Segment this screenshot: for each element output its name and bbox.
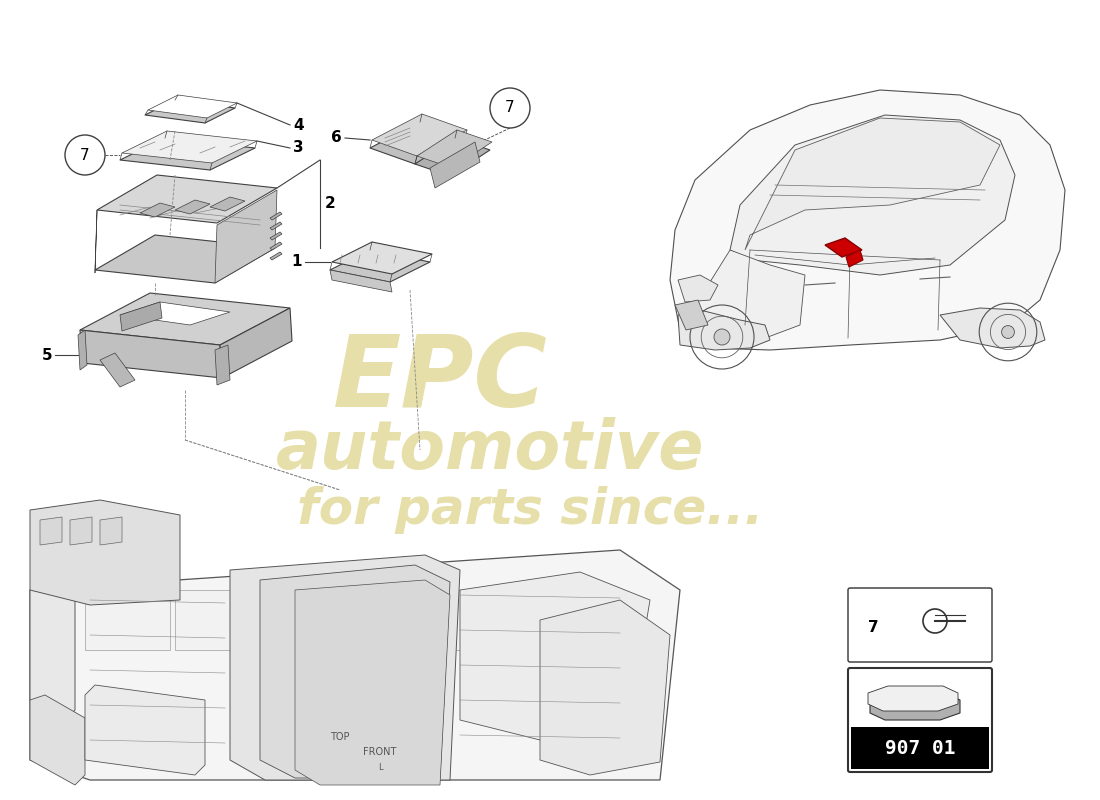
Polygon shape — [30, 550, 680, 780]
Polygon shape — [145, 100, 235, 123]
Polygon shape — [85, 685, 205, 775]
Polygon shape — [270, 242, 282, 250]
Polygon shape — [540, 600, 670, 775]
Polygon shape — [295, 580, 450, 785]
Polygon shape — [85, 590, 170, 650]
Polygon shape — [870, 693, 960, 720]
Text: 7: 7 — [868, 619, 879, 634]
Polygon shape — [446, 590, 530, 650]
Polygon shape — [214, 345, 230, 385]
Text: 1: 1 — [292, 254, 302, 270]
Polygon shape — [140, 203, 175, 217]
Text: 4: 4 — [293, 118, 304, 133]
Polygon shape — [270, 222, 282, 230]
Polygon shape — [70, 517, 92, 545]
FancyBboxPatch shape — [848, 588, 992, 662]
Polygon shape — [372, 114, 468, 156]
Text: TOP: TOP — [330, 732, 350, 742]
Text: 907 01: 907 01 — [884, 738, 955, 758]
Text: automotive: automotive — [276, 417, 704, 483]
Polygon shape — [30, 580, 75, 720]
Polygon shape — [230, 555, 460, 780]
Polygon shape — [535, 590, 620, 650]
Polygon shape — [95, 235, 275, 283]
Polygon shape — [120, 302, 162, 331]
Polygon shape — [270, 212, 282, 220]
Text: EPC: EPC — [332, 331, 548, 429]
Polygon shape — [30, 695, 85, 785]
Text: 2: 2 — [324, 197, 336, 211]
Text: 5: 5 — [42, 347, 52, 362]
Polygon shape — [220, 308, 292, 378]
Polygon shape — [270, 252, 282, 260]
Polygon shape — [745, 118, 1000, 250]
Text: FRONT: FRONT — [363, 747, 397, 757]
Polygon shape — [40, 517, 62, 545]
Polygon shape — [330, 250, 430, 282]
Polygon shape — [825, 238, 862, 257]
Polygon shape — [120, 138, 255, 170]
Text: 7: 7 — [505, 101, 515, 115]
Polygon shape — [675, 300, 708, 330]
Polygon shape — [100, 517, 122, 545]
Text: 3: 3 — [293, 141, 304, 155]
Polygon shape — [148, 95, 236, 118]
Text: L: L — [377, 763, 383, 772]
Polygon shape — [430, 142, 480, 188]
Polygon shape — [175, 590, 260, 650]
Polygon shape — [100, 353, 135, 387]
Polygon shape — [940, 308, 1045, 348]
Polygon shape — [122, 131, 257, 163]
Polygon shape — [460, 572, 650, 740]
Polygon shape — [370, 122, 465, 164]
Text: 6: 6 — [331, 130, 342, 146]
Circle shape — [1002, 326, 1014, 338]
Polygon shape — [868, 686, 958, 711]
Polygon shape — [210, 197, 245, 211]
Polygon shape — [270, 232, 282, 240]
Polygon shape — [355, 590, 440, 650]
Polygon shape — [332, 242, 432, 274]
Polygon shape — [417, 130, 492, 168]
Text: for parts since...: for parts since... — [297, 486, 763, 534]
Circle shape — [714, 329, 730, 345]
Polygon shape — [680, 250, 805, 345]
Polygon shape — [214, 190, 277, 283]
Polygon shape — [80, 330, 222, 378]
Polygon shape — [730, 115, 1015, 275]
Polygon shape — [80, 293, 290, 345]
Polygon shape — [95, 210, 97, 273]
FancyBboxPatch shape — [848, 668, 992, 772]
Polygon shape — [175, 200, 210, 214]
Polygon shape — [678, 275, 718, 302]
Polygon shape — [30, 500, 180, 605]
Bar — [851, 727, 989, 769]
Polygon shape — [265, 590, 350, 650]
Polygon shape — [97, 175, 277, 223]
Polygon shape — [78, 330, 87, 370]
Polygon shape — [120, 302, 230, 325]
Polygon shape — [415, 138, 490, 176]
Polygon shape — [670, 90, 1065, 350]
Polygon shape — [260, 565, 450, 778]
Polygon shape — [330, 270, 392, 292]
Polygon shape — [678, 310, 770, 350]
Polygon shape — [846, 250, 864, 267]
Text: 7: 7 — [80, 147, 90, 162]
